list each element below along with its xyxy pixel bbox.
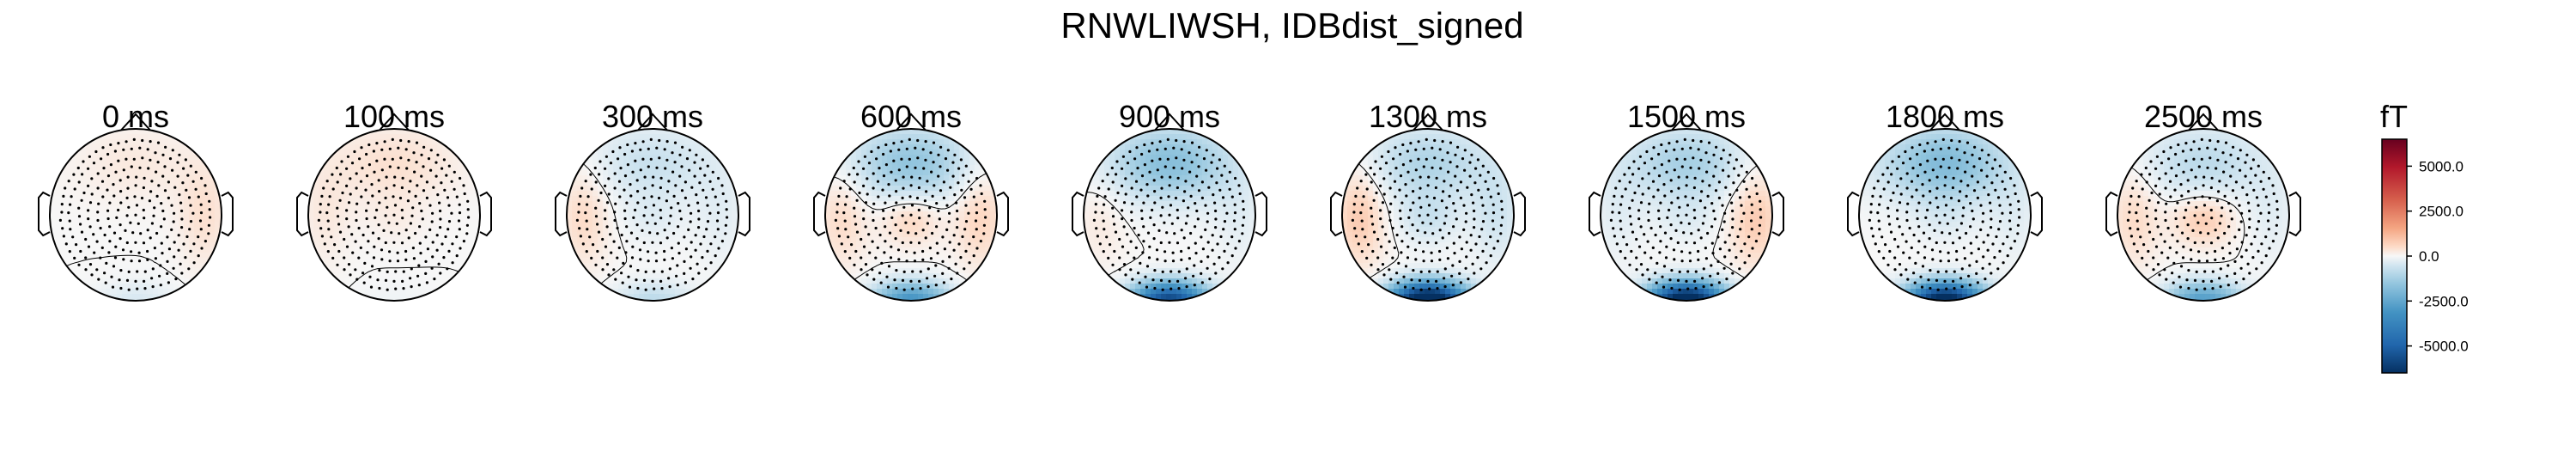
- left-ear-outline: [1072, 191, 1084, 237]
- topomap-field: [1084, 129, 1255, 301]
- nose-outline: [896, 113, 927, 131]
- sensor-array: [1868, 137, 2021, 291]
- colorbar-gradient: [2381, 138, 2408, 374]
- head-outline: [566, 128, 739, 302]
- right-ear-outline: [1513, 191, 1526, 237]
- topomap: 1800 ms: [1847, 99, 2043, 302]
- right-ear-outline: [2030, 191, 2043, 237]
- nose-outline: [1154, 113, 1185, 131]
- right-ear-outline: [996, 191, 1009, 237]
- nose-outline: [2188, 113, 2219, 131]
- topomap: 1500 ms: [1589, 99, 1784, 302]
- topomap: 100 ms: [296, 99, 492, 302]
- colorbar-ticks: 5000.0 2500.0 0.0 -2500.0 -5000.0: [2407, 158, 2469, 355]
- head-outline: [1600, 128, 1773, 302]
- left-ear-outline: [1330, 191, 1343, 237]
- left-ear-outline: [1589, 191, 1601, 237]
- colorbar: fT 5000.0 2500.0 0.0 -2500.0 -5000.0: [2380, 99, 2469, 374]
- sensor-array: [317, 137, 471, 291]
- colorbar-tick-label: -2500.0: [2419, 293, 2469, 309]
- sensor-array: [575, 137, 729, 291]
- topomap: 300 ms: [555, 99, 750, 302]
- colorbar-tick-label: -5000.0: [2419, 339, 2469, 355]
- topomap-field: [825, 129, 997, 301]
- figure-title: RNWLIWSH, IDBdist_signed: [1060, 5, 1523, 46]
- head-outline: [307, 128, 481, 302]
- colorbar-unit: fT: [2380, 99, 2408, 134]
- left-ear-outline: [555, 191, 568, 237]
- topomap: 600 ms: [813, 99, 1009, 302]
- right-ear-outline: [221, 191, 234, 237]
- topomap-field: [308, 129, 480, 301]
- right-ear-outline: [1255, 191, 1267, 237]
- topomap-field: [1601, 129, 1772, 301]
- sensor-array: [1351, 137, 1504, 291]
- sensor-array: [2126, 137, 2280, 291]
- topomap: 0 ms: [38, 99, 234, 302]
- topomap-field: [2117, 129, 2289, 301]
- sensor-array: [1609, 137, 1763, 291]
- nose-outline: [120, 113, 151, 131]
- nose-outline: [1929, 113, 1960, 131]
- head-outline: [49, 128, 222, 302]
- left-ear-outline: [813, 191, 826, 237]
- right-ear-outline: [479, 191, 492, 237]
- sensor-array: [58, 137, 212, 291]
- head-outline: [1341, 128, 1515, 302]
- left-ear-outline: [2105, 191, 2118, 237]
- right-ear-outline: [1771, 191, 1784, 237]
- nose-outline: [1413, 113, 1443, 131]
- nose-outline: [1671, 113, 1702, 131]
- left-ear-outline: [1847, 191, 1860, 237]
- right-ear-outline: [738, 191, 750, 237]
- sensor-array: [1092, 137, 1246, 291]
- topomap-field: [567, 129, 738, 301]
- topomap-row: 0 ms 100 ms 300 ms 600 ms 900 ms 1300 ms 1500 …: [38, 99, 2301, 302]
- nose-outline: [379, 113, 410, 131]
- head-outline: [2117, 128, 2290, 302]
- left-ear-outline: [296, 191, 309, 237]
- right-ear-outline: [2288, 191, 2301, 237]
- head-outline: [824, 128, 998, 302]
- head-outline: [1858, 128, 2032, 302]
- colorbar-tick-label: 2500.0: [2419, 204, 2464, 220]
- topomap: 900 ms: [1072, 99, 1267, 302]
- colorbar-tick-label: 5000.0: [2419, 158, 2464, 174]
- sensor-array: [834, 137, 987, 291]
- topomap-field: [50, 129, 222, 301]
- topomap-field: [1342, 129, 1514, 301]
- left-ear-outline: [38, 191, 51, 237]
- colorbar-tick-label: 0.0: [2419, 248, 2439, 265]
- topomap-field: [1859, 129, 2031, 301]
- head-outline: [1083, 128, 1256, 302]
- nose-outline: [637, 113, 668, 131]
- topomap: 1300 ms: [1330, 99, 1526, 302]
- topomap: 2500 ms: [2105, 99, 2301, 302]
